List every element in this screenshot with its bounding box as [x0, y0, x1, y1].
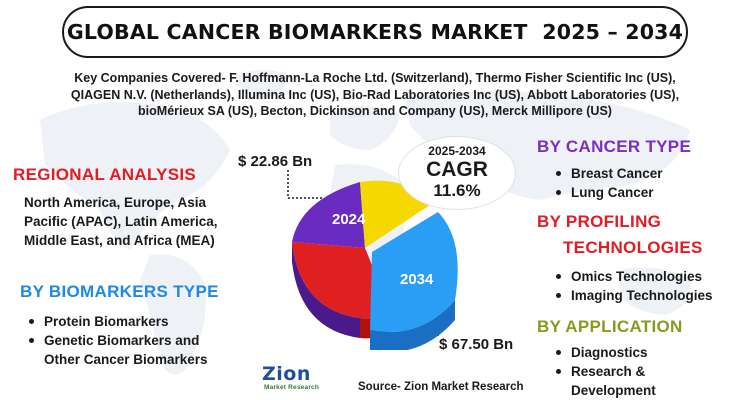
pie-slice-red [292, 242, 390, 319]
list-item: Protein Biomarkers [26, 312, 208, 331]
regional-analysis-heading: REGIONAL ANALYSIS [13, 165, 197, 184]
logo-main-text: Zion [262, 363, 311, 385]
list-item: Genetic Biomarkers and [26, 331, 208, 350]
companies-line-2: QIAGEN N.V. (Netherlands), Illumina Inc … [70, 87, 680, 102]
list-item: Imaging Technologies [553, 286, 713, 305]
profiling-heading-line-1: BY PROFILING [537, 212, 662, 231]
cancer-type-list: Breast Cancer Lung Cancer [553, 164, 663, 202]
pie-side-blue [370, 300, 455, 350]
regional-line-1: North America, Europe, Asia [24, 195, 207, 210]
market-value-2034: $ 67.50 Bn [439, 336, 514, 353]
zion-logo: Zion Market Research [262, 364, 328, 400]
list-item: Research & [553, 362, 656, 381]
cagr-badge: 2025-2034 CAGR 11.6% [398, 136, 516, 210]
list-item: Breast Cancer [553, 164, 663, 183]
cagr-years: 2025-2034 [428, 144, 486, 158]
application-list: Diagnostics Research & Development [553, 343, 656, 400]
regional-line-3: Middle East, and Africa (MEA) [24, 233, 215, 248]
profiling-list: Omics Technologies Imaging Technologies [553, 267, 713, 305]
application-heading: BY APPLICATION [537, 317, 683, 336]
companies-line-3: bioMérieux SA (US), Becton, Dickinson an… [138, 104, 612, 118]
pie-slice-blue [370, 212, 458, 332]
logo-sub-text: Market Research [264, 384, 320, 391]
biomarkers-type-heading: BY BIOMARKERS TYPE [20, 282, 219, 301]
companies-line-1: Key Companies Covered- F. Hoffmann-La Ro… [74, 71, 676, 85]
pie-label-2024: 2024 [332, 211, 366, 228]
list-item-continuation: Development [571, 383, 656, 398]
pie-label-2034: 2034 [400, 271, 434, 288]
cancer-type-heading: BY CANCER TYPE [537, 137, 692, 156]
source-note: Source- Zion Market Research [358, 381, 524, 393]
profiling-heading-line-2: TECHNOLOGIES [563, 238, 703, 257]
list-item: Lung Cancer [553, 183, 663, 202]
key-companies: Key Companies Covered- F. Hoffmann-La Ro… [20, 70, 730, 120]
cagr-value: 11.6% [433, 181, 481, 200]
pie-slice-purple [292, 182, 365, 248]
market-value-2024: $ 22.86 Bn [238, 153, 313, 170]
list-item-continuation: Other Cancer Biomarkers [44, 352, 208, 367]
title-banner: GLOBAL CANCER BIOMARKERS MARKET 2025 – 2… [62, 6, 688, 58]
regional-line-2: Pacific (APAC), Latin America, [24, 214, 218, 229]
cagr-label: CAGR [426, 158, 488, 181]
pie-side-purple [292, 242, 360, 338]
biomarkers-type-list: Protein Biomarkers Genetic Biomarkers an… [26, 312, 208, 369]
list-item: Diagnostics [553, 343, 656, 362]
page-title: GLOBAL CANCER BIOMARKERS MARKET 2025 – 2… [66, 20, 684, 44]
regional-analysis-text: North America, Europe, Asia Pacific (APA… [24, 193, 264, 250]
list-item: Omics Technologies [553, 267, 713, 286]
